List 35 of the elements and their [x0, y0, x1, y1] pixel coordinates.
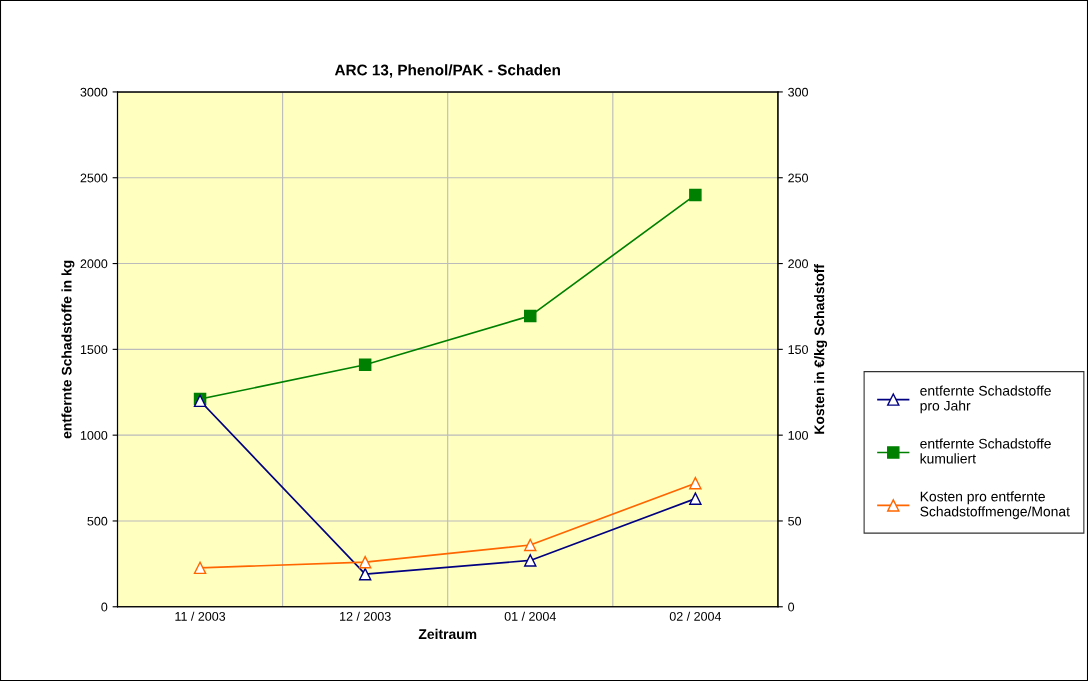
point	[689, 492, 702, 505]
y2-tick-label: 50	[788, 516, 802, 526]
y-tick-label: 3000	[80, 87, 108, 97]
point	[358, 567, 372, 581]
y-tick-label: 500	[87, 516, 108, 526]
legend-label: entfernte Schadstoffe pro Jahr	[920, 385, 1051, 414]
point	[358, 555, 372, 569]
x-tick-label: 11 / 2003	[175, 611, 226, 621]
y2-tick-label: 100	[788, 430, 809, 440]
legend-label: entfernte Schadstoffe kumuliert	[920, 438, 1051, 464]
y2-tick-label: 200	[788, 259, 809, 269]
y2-axis-title: Kosten in €/kg Schadstoff	[814, 264, 828, 434]
point	[524, 309, 537, 323]
point	[524, 554, 537, 567]
y2-tick-label: 0	[788, 602, 795, 612]
chart-title: ARC 13, Phenol/PAK - Schaden	[334, 64, 560, 78]
y-tick-label: 2500	[80, 173, 108, 183]
point	[689, 188, 702, 202]
x-tick-label: 12 / 2003	[340, 611, 391, 621]
y2-tick-label: 300	[788, 87, 809, 97]
y2-tick-label: 150	[788, 345, 809, 355]
y2-tick-label: 250	[788, 173, 809, 183]
y-tick-label: 1000	[80, 430, 108, 440]
y-tick-label: 2000	[80, 259, 108, 269]
x-axis-title: Zeitraum	[418, 628, 477, 640]
x-tick-label: 01 / 2004	[504, 611, 556, 621]
point	[193, 561, 207, 575]
y-tick-label: 1500	[80, 345, 108, 355]
point	[358, 358, 372, 372]
point	[689, 476, 702, 490]
y-tick-label: 0	[101, 602, 108, 612]
y-axis-title: entfernte Schadstoffe in kg	[61, 260, 75, 439]
x-tick-label: 02 / 2004	[669, 611, 722, 621]
legend-label: Kosten pro entfernte Schadstoffmenge/Monat	[920, 491, 1070, 520]
point	[524, 538, 537, 552]
